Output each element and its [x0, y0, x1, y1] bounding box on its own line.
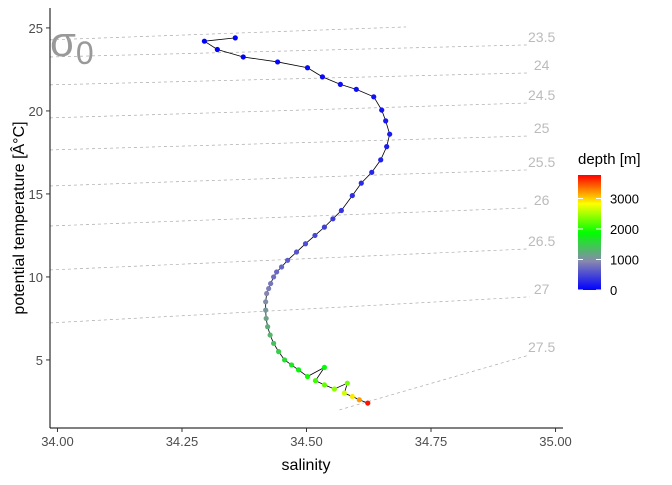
- y-tick-label: 20: [29, 104, 43, 119]
- x-tick-label: 34.25: [166, 434, 199, 449]
- y-axis-label: potential temperature [Â°C]: [9, 121, 28, 314]
- sigma-symbol: σ: [50, 18, 76, 65]
- data-point: [274, 269, 280, 275]
- y-tick-label: 10: [29, 270, 43, 285]
- data-point: [293, 249, 300, 255]
- data-point: [344, 380, 350, 386]
- isopycnal-label: 26: [534, 192, 550, 208]
- colorbar: [578, 175, 601, 290]
- data-point: [267, 332, 273, 338]
- data-point: [302, 241, 309, 247]
- isopycnal-line: [49, 135, 530, 151]
- profile-line: [203, 37, 391, 404]
- data-point: [387, 131, 393, 137]
- isopycnal-label: 23.5: [528, 29, 555, 45]
- isopycnal-line: [49, 102, 530, 119]
- data-point: [264, 290, 270, 297]
- isopycnal-label: 24: [534, 57, 550, 73]
- data-point: [365, 400, 371, 406]
- data-point: [321, 382, 328, 388]
- data-point: [281, 357, 288, 363]
- data-point: [304, 65, 311, 71]
- isopycnal-label: 27: [534, 281, 550, 297]
- data-point: [263, 315, 269, 322]
- data-point: [379, 107, 385, 113]
- data-point: [265, 324, 271, 330]
- data-point: [275, 59, 281, 65]
- isopycnal-line: [49, 72, 530, 86]
- data-point: [276, 349, 282, 355]
- x-tick-label: 34.00: [41, 434, 74, 449]
- data-point: [383, 118, 389, 124]
- data-point: [330, 216, 336, 222]
- colorbar-title: depth [m]: [578, 151, 641, 168]
- sigma-subscript: 0: [76, 35, 94, 71]
- data-point: [232, 35, 238, 41]
- data-point: [358, 180, 364, 186]
- colorbar-tick-label: 2000: [610, 222, 639, 237]
- data-point: [378, 157, 384, 163]
- isopycnal-label: 24.5: [528, 87, 555, 103]
- data-point: [371, 94, 377, 100]
- data-point: [321, 224, 328, 230]
- y-tick-label: 15: [29, 187, 43, 202]
- data-point: [337, 81, 343, 87]
- data-point: [271, 274, 277, 280]
- data-point: [341, 390, 347, 396]
- isopycnal-line: [49, 26, 407, 41]
- data-point: [263, 307, 269, 313]
- x-axis-label: salinity: [282, 457, 331, 474]
- colorbar-tick-label: 0: [610, 283, 617, 298]
- data-point: [349, 192, 355, 199]
- x-tick-label: 35.00: [539, 434, 572, 449]
- x-tick-label: 34.50: [290, 434, 323, 449]
- colorbar-tick-label: 3000: [610, 191, 639, 206]
- data-point: [321, 364, 328, 371]
- data-point: [214, 46, 220, 53]
- data-point: [304, 373, 311, 380]
- data-point: [263, 299, 269, 305]
- data-point: [288, 362, 295, 368]
- data-point: [331, 386, 337, 392]
- data-point: [266, 285, 272, 292]
- data-point: [284, 257, 291, 263]
- isopycnal-line: [49, 207, 530, 227]
- data-point: [240, 54, 246, 60]
- y-tick-label: 5: [36, 353, 43, 368]
- data-point: [278, 264, 285, 270]
- data-point: [271, 340, 277, 346]
- x-tick-label: 34.75: [415, 434, 448, 449]
- isopycnal-line: [49, 44, 530, 58]
- data-point: [349, 393, 355, 400]
- colorbar-tick-label: 1000: [610, 252, 639, 267]
- data-point: [356, 397, 362, 403]
- data-point: [312, 378, 319, 384]
- y-tick-label: 25: [29, 21, 43, 36]
- data-point: [369, 169, 375, 175]
- isopycnal-line: [49, 296, 530, 324]
- isopycnal-line: [49, 169, 530, 187]
- data-point: [312, 232, 318, 239]
- data-point: [384, 144, 390, 150]
- isopycnal-label: 25: [534, 120, 550, 136]
- data-point: [201, 38, 207, 44]
- data-point: [268, 280, 274, 287]
- isopycnal-label: 27.5: [528, 339, 555, 355]
- data-point: [295, 367, 302, 373]
- isopycnal-label: 26.5: [528, 233, 555, 249]
- isopycnal-label: 25.5: [528, 154, 555, 170]
- data-point: [353, 86, 359, 92]
- data-point: [319, 74, 326, 80]
- sigma-annotation: σ0: [50, 18, 94, 71]
- data-point: [338, 207, 344, 214]
